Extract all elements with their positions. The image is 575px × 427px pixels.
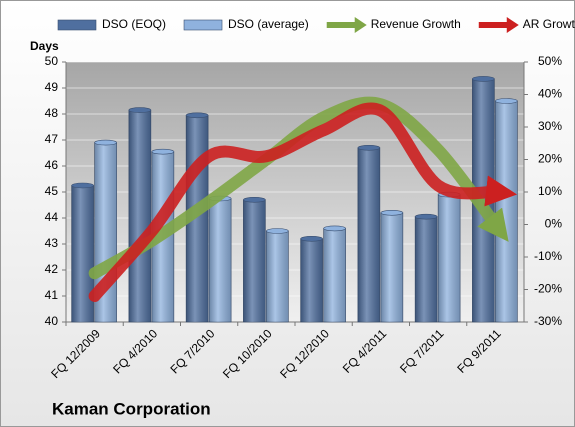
y-tick-label: 41 — [45, 288, 59, 302]
y-tick-label: 46 — [45, 158, 59, 172]
chart-title: Kaman Corporation — [52, 399, 211, 418]
bar-group — [243, 197, 266, 323]
bar-group — [414, 213, 438, 323]
y-tick-label: 44 — [45, 210, 59, 224]
bar-shine — [71, 185, 94, 322]
bar-group — [380, 210, 404, 323]
y2-tick-label: -10% — [534, 249, 562, 263]
legend-swatch — [326, 17, 367, 33]
bar-group — [300, 236, 323, 323]
bar-cap — [128, 107, 152, 113]
y-tick-label: 40 — [45, 314, 59, 328]
bar-group — [208, 195, 232, 323]
y-tick-label: 45 — [45, 184, 59, 198]
bar-shine — [300, 238, 323, 322]
bar-shine — [243, 199, 266, 322]
bar-shine — [209, 198, 232, 322]
bar-group — [357, 145, 381, 323]
bar-cap — [323, 225, 346, 232]
legend-swatch — [478, 17, 519, 33]
bar-shine — [495, 101, 518, 322]
bar-cap — [243, 197, 266, 203]
bar-shine — [323, 228, 346, 322]
bar-cap — [472, 76, 495, 82]
bar-cap — [414, 213, 438, 220]
y2-tick-label: 20% — [538, 152, 562, 166]
y-tick-label: 42 — [45, 262, 59, 276]
y-axis-label: Days — [30, 39, 59, 53]
bar-shine — [438, 194, 461, 322]
bar-group — [437, 191, 461, 323]
legend-label: DSO (average) — [228, 17, 309, 31]
bar-cap — [151, 148, 175, 155]
bar-cap — [185, 112, 209, 119]
bar-group — [266, 228, 289, 323]
bar-group — [128, 107, 152, 323]
legend-swatch — [57, 19, 97, 31]
bar-cap — [380, 210, 404, 216]
bar-shine — [128, 110, 151, 322]
y-tick-label: 50 — [45, 54, 59, 68]
legend-label: Revenue Growth — [371, 17, 461, 31]
bar-shine — [357, 147, 380, 322]
legend-swatch — [183, 19, 223, 31]
y-tick-label: 43 — [45, 236, 59, 250]
trend-line — [88, 96, 509, 280]
bar-cap — [495, 98, 518, 104]
y-tick-label: 49 — [45, 80, 59, 94]
y2-tick-label: 50% — [538, 54, 562, 68]
legend-label: DSO (EOQ) — [102, 17, 166, 31]
bar-shine — [380, 212, 403, 322]
y2-tick-label: 40% — [538, 87, 562, 101]
y2-tick-label: 30% — [538, 119, 562, 133]
bar-shine — [266, 231, 289, 322]
y2-tick-label: -30% — [534, 314, 562, 328]
bar-group — [71, 182, 94, 323]
bar-cap — [94, 139, 117, 146]
legend-label: AR Growth — [523, 17, 575, 31]
bar-cap — [300, 236, 323, 242]
bar-cap — [357, 145, 381, 151]
y2-tick-label: 10% — [538, 184, 562, 198]
trend-line — [88, 102, 518, 302]
y2-tick-label: 0% — [545, 217, 563, 231]
bar-shine — [415, 216, 438, 322]
y-tick-label: 48 — [45, 106, 59, 120]
bar-cap — [71, 182, 94, 189]
bar-group — [495, 98, 518, 323]
y-tick-label: 47 — [45, 132, 59, 146]
y2-tick-label: -20% — [534, 282, 562, 296]
bar-cap — [266, 228, 289, 234]
bar-group — [323, 225, 346, 323]
